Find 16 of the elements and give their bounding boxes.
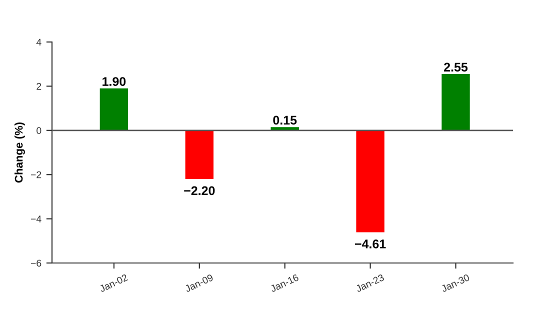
bar: [185, 130, 214, 180]
bar: [442, 74, 470, 130]
bar: [100, 88, 128, 130]
data-label: 0.15: [273, 116, 297, 125]
data-label: 2.55: [444, 62, 468, 72]
data-label: 1.90: [102, 77, 126, 86]
data-label: −4.61: [355, 240, 386, 248]
y-axis-title: Change (%): [14, 122, 25, 183]
data-label: −2.20: [184, 186, 215, 196]
bar: [356, 130, 384, 232]
y-tick-label: −2: [30, 171, 42, 178]
y-tick-label: 4: [36, 38, 42, 46]
y-tick-label: 0: [36, 127, 42, 134]
y-tick-label: −6: [30, 260, 42, 267]
y-tick-label: 2: [36, 82, 42, 90]
y-tick-label: −4: [30, 216, 42, 222]
